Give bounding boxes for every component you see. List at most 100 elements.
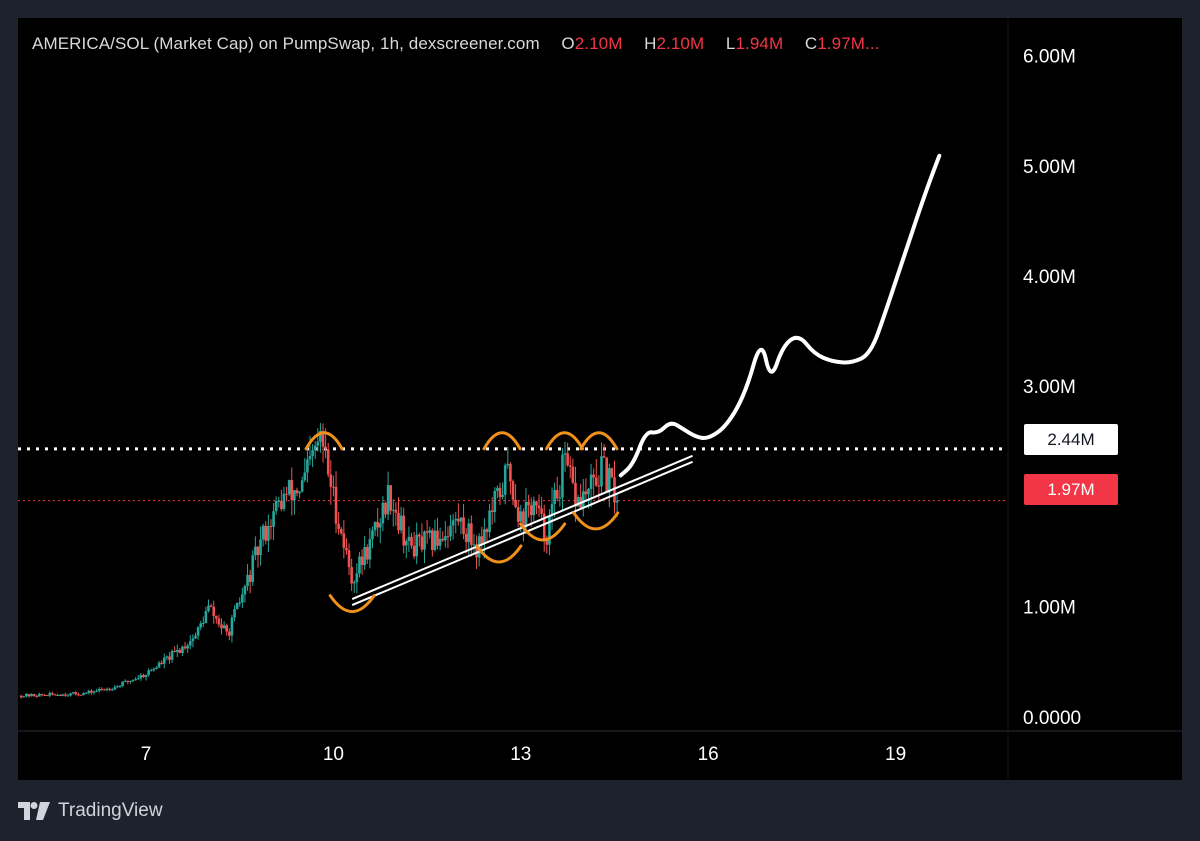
- candle-body: [529, 505, 533, 516]
- candle-body: [470, 523, 473, 545]
- candle-body: [77, 694, 80, 696]
- candle-body: [509, 463, 512, 482]
- candle-body: [170, 650, 174, 660]
- candle-body: [287, 480, 291, 495]
- ohlc-low-key: L: [725, 34, 736, 53]
- candle-body: [519, 511, 523, 522]
- chart-canvas[interactable]: 0.0000 1.00M 3.00M 4.00M 5.00M 6.00M 7 10 13 16 1…: [18, 18, 1182, 780]
- candle-body: [95, 690, 98, 692]
- candle-body: [110, 689, 114, 691]
- candle-body: [123, 680, 127, 682]
- candle-body: [535, 501, 538, 506]
- x-tick-label: 10: [323, 744, 344, 765]
- candle-body: [69, 693, 72, 696]
- ohlc-open-value: 2.10M: [574, 34, 623, 53]
- candle-body: [449, 525, 452, 537]
- candle-body: [228, 631, 231, 636]
- footer: TradingView: [18, 798, 163, 824]
- candle-body: [22, 696, 26, 698]
- candle-body: [105, 688, 109, 690]
- candle-body: [225, 625, 229, 632]
- candle-body: [576, 497, 580, 507]
- candle-body: [589, 474, 593, 489]
- chart-panel[interactable]: 0.0000 1.00M 3.00M 4.00M 5.00M 6.00M 7 10 13 16 1…: [18, 18, 1182, 780]
- y-tick-label: 4.00M: [1023, 267, 1076, 288]
- candle-body: [537, 505, 541, 509]
- trendline-lower: [351, 460, 693, 606]
- candle-body: [199, 623, 202, 628]
- candle-body: [404, 540, 408, 546]
- candle-body: [496, 487, 499, 491]
- candle-body: [233, 609, 236, 618]
- candle-body: [272, 511, 275, 527]
- x-tick-label: 19: [885, 744, 906, 765]
- candle-body: [483, 529, 486, 544]
- candle-body: [90, 690, 93, 693]
- candle-body: [121, 681, 124, 686]
- candle-body: [238, 602, 242, 604]
- candle-body: [358, 556, 361, 574]
- tradingview-brand[interactable]: TradingView: [58, 800, 163, 821]
- x-tick-label: 16: [698, 744, 719, 765]
- candle-body: [571, 466, 575, 483]
- candle-body: [254, 546, 257, 556]
- candle-body: [444, 536, 447, 541]
- candle-body: [256, 546, 260, 555]
- candle-body: [316, 441, 320, 446]
- candle-body: [40, 693, 44, 695]
- candle-body: [415, 534, 419, 557]
- candle-body: [56, 694, 59, 696]
- candle-body: [524, 501, 528, 527]
- resistance-price-label: 2.44M: [1024, 424, 1118, 455]
- candle-body: [246, 574, 249, 587]
- candle-body: [61, 694, 65, 696]
- candle-body: [412, 545, 416, 557]
- candle-body: [248, 574, 252, 582]
- trough-highlight-arc: [519, 522, 567, 542]
- candle-body: [399, 515, 403, 531]
- candle-body: [282, 493, 286, 510]
- symbol-title[interactable]: AMERICA/SOL (Market Cap) on PumpSwap, 1h…: [32, 34, 540, 53]
- candle-body: [511, 481, 515, 500]
- candle-body: [155, 667, 158, 669]
- candle-body: [152, 668, 156, 671]
- peak-highlight-arc: [579, 431, 619, 451]
- candle-body: [436, 530, 439, 546]
- candle-body: [269, 526, 273, 528]
- candle-body: [555, 489, 559, 499]
- candle-body: [259, 539, 262, 555]
- trough-highlight-arc: [475, 544, 523, 564]
- candle-body: [181, 646, 184, 654]
- candle-body: [522, 511, 525, 527]
- candle-body: [506, 463, 510, 466]
- candle-body: [381, 502, 385, 524]
- candle-body: [51, 693, 54, 695]
- candle-body: [376, 521, 379, 528]
- candle-body: [467, 523, 471, 543]
- candle-body: [131, 680, 135, 682]
- candle-body: [186, 645, 189, 649]
- candle-body: [347, 550, 351, 568]
- candle-body: [280, 500, 283, 510]
- candle-body: [360, 556, 364, 565]
- time-axis[interactable]: 7 10 13 16 19: [141, 744, 906, 765]
- candle-body: [410, 536, 413, 546]
- candle-body: [103, 689, 106, 691]
- candle-body: [438, 538, 442, 546]
- candle-body: [600, 456, 603, 487]
- annotations: [304, 153, 942, 613]
- candle-body: [48, 693, 52, 696]
- candle-body: [178, 649, 182, 654]
- candle-body: [175, 649, 179, 652]
- candle-body: [290, 480, 294, 501]
- candle-body: [66, 695, 70, 697]
- candle-body: [235, 602, 239, 610]
- tradingview-logo-icon[interactable]: [18, 802, 50, 820]
- candle-body: [87, 690, 91, 693]
- candle-body: [147, 670, 150, 675]
- ohlc-close-key: C: [804, 34, 818, 53]
- candle-body: [149, 670, 153, 672]
- candle-body: [540, 508, 543, 514]
- price-axis[interactable]: 0.0000 1.00M 3.00M 4.00M 5.00M 6.00M: [1023, 47, 1081, 729]
- candle-body: [324, 446, 327, 450]
